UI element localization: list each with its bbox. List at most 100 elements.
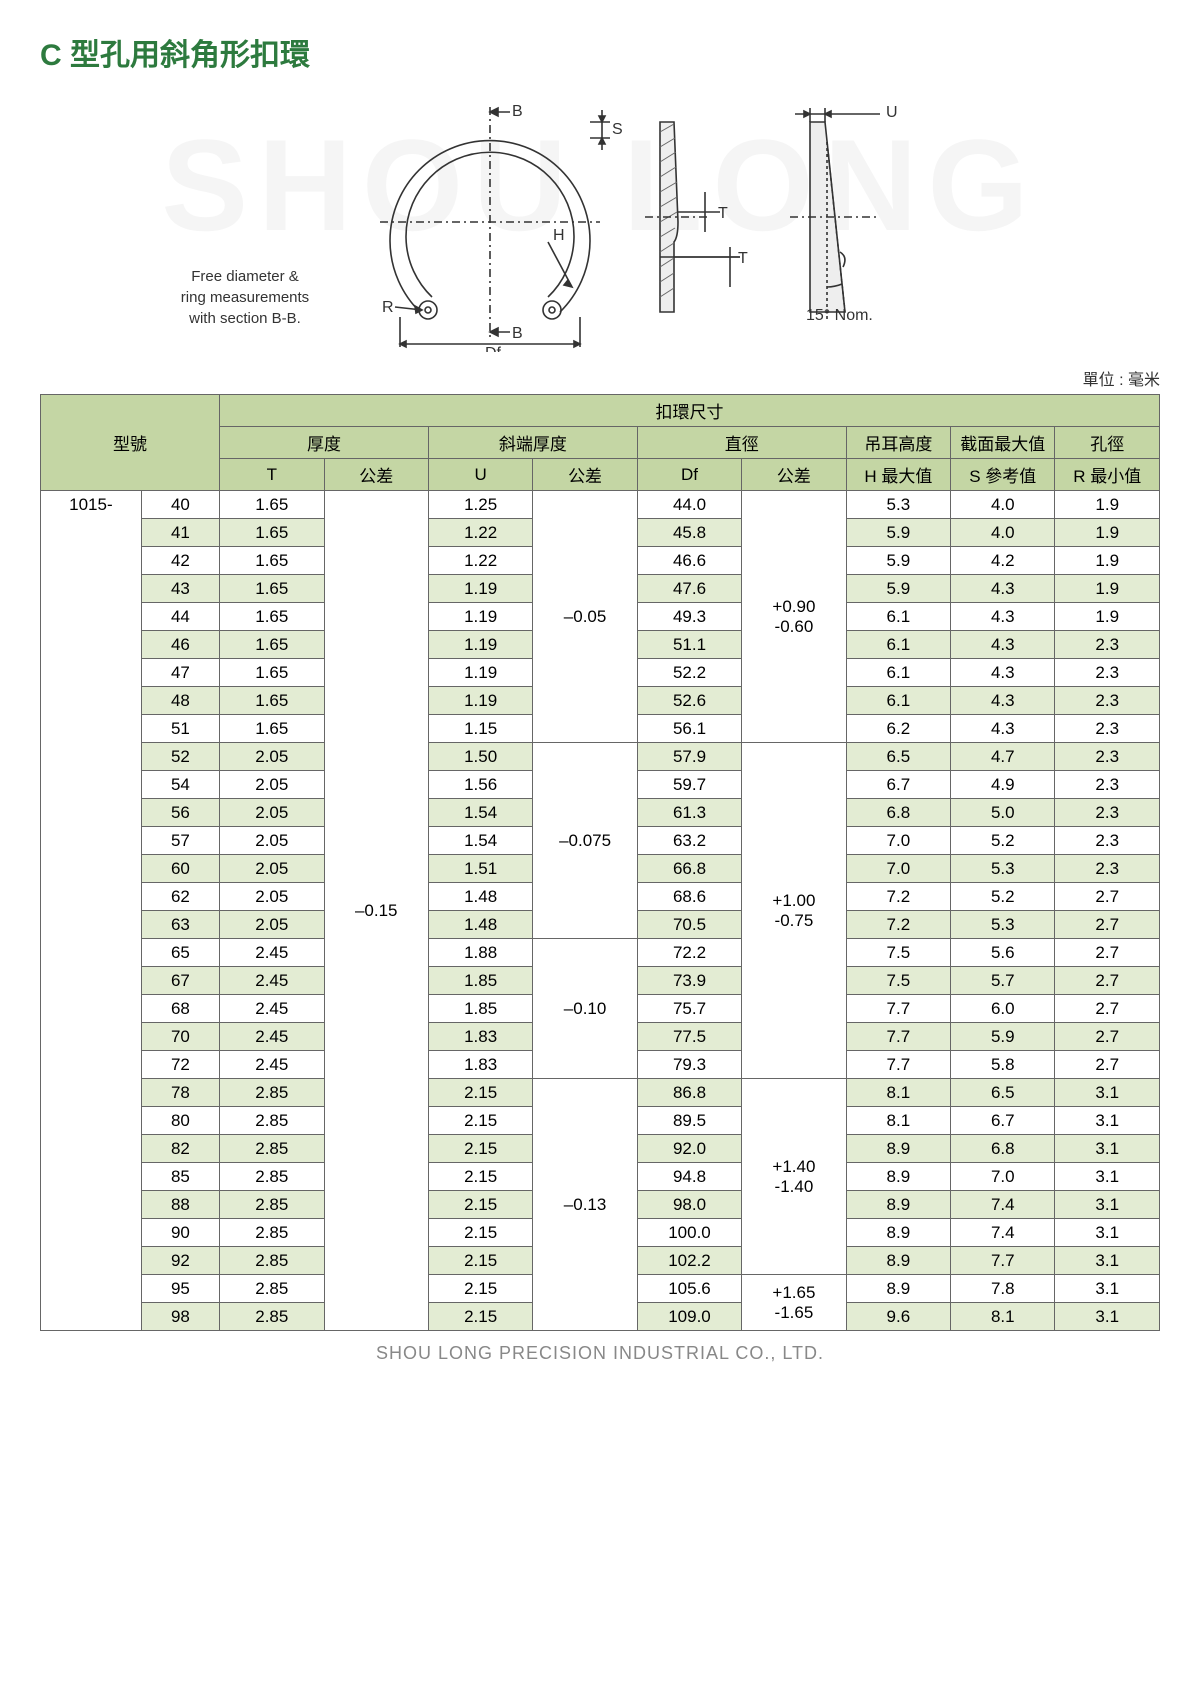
cell-U: 1.50 [428,743,532,771]
cell-T: 2.85 [220,1135,324,1163]
cell-n: 51 [141,715,219,743]
cell-U: 2.15 [428,1303,532,1331]
cell-T: 2.85 [220,1247,324,1275]
cell-R: 3.1 [1055,1191,1160,1219]
label-T2: T [738,250,748,267]
cell-T: 1.65 [220,631,324,659]
cell-H: 6.1 [846,631,950,659]
cell-n: 67 [141,967,219,995]
cell-R: 2.3 [1055,687,1160,715]
cell-H: 8.9 [846,1219,950,1247]
cell-H: 7.7 [846,1051,950,1079]
cell-Df: 75.7 [637,995,741,1023]
tol-Df: +1.00-0.75 [742,743,846,1079]
cell-T: 2.85 [220,1163,324,1191]
ring-diagram-icon: B B S H R Df T T U 15° Nom. [340,92,920,352]
cell-H: 7.2 [846,911,950,939]
table-row: 522.051.50–0.07557.9+1.00-0.756.54.72.3 [41,743,1160,771]
cell-S: 7.7 [951,1247,1055,1275]
cell-Df: 45.8 [637,519,741,547]
th-Hmax: H 最大值 [846,459,950,491]
cell-H: 6.1 [846,659,950,687]
cell-Df: 98.0 [637,1191,741,1219]
cell-H: 7.2 [846,883,950,911]
cell-T: 2.85 [220,1191,324,1219]
cell-R: 2.3 [1055,743,1160,771]
cell-S: 5.0 [951,799,1055,827]
cell-H: 8.9 [846,1191,950,1219]
tol-Df: +1.65-1.65 [742,1275,846,1331]
cell-Df: 94.8 [637,1163,741,1191]
cell-Df: 44.0 [637,491,741,519]
cell-U: 2.15 [428,1191,532,1219]
cell-H: 7.5 [846,967,950,995]
cell-Df: 52.6 [637,687,741,715]
cell-R: 1.9 [1055,603,1160,631]
label-B2: B [512,325,523,342]
cell-S: 8.1 [951,1303,1055,1331]
cell-T: 2.05 [220,799,324,827]
cell-H: 5.3 [846,491,950,519]
caption-line: with section B-B. [189,310,301,327]
th-thickness: 厚度 [220,427,429,459]
cell-U: 1.22 [428,519,532,547]
cell-S: 4.3 [951,715,1055,743]
cell-n: 90 [141,1219,219,1247]
spec-table: 型號 扣環尺寸 厚度 斜端厚度 直徑 吊耳高度 截面最大值 孔徑 T 公差 U … [40,394,1160,1331]
cell-T: 2.45 [220,1051,324,1079]
cell-T: 1.65 [220,659,324,687]
cell-U: 1.85 [428,995,532,1023]
cell-n: 72 [141,1051,219,1079]
cell-H: 8.9 [846,1247,950,1275]
th-Sref: S 參考值 [951,459,1055,491]
cell-T: 2.05 [220,771,324,799]
cell-Df: 72.2 [637,939,741,967]
cell-H: 7.5 [846,939,950,967]
cell-Df: 73.9 [637,967,741,995]
cell-T: 2.05 [220,855,324,883]
cell-Df: 86.8 [637,1079,741,1107]
cell-n: 65 [141,939,219,967]
cell-n: 47 [141,659,219,687]
th-Df: Df [637,459,741,491]
cell-T: 1.65 [220,575,324,603]
cell-R: 2.3 [1055,715,1160,743]
cell-R: 2.3 [1055,827,1160,855]
cell-U: 2.15 [428,1247,532,1275]
cell-U: 1.19 [428,687,532,715]
cell-S: 4.7 [951,743,1055,771]
cell-R: 1.9 [1055,575,1160,603]
table-row: 1015-401.65–0.151.25–0.0544.0+0.90-0.605… [41,491,1160,519]
cell-S: 7.8 [951,1275,1055,1303]
cell-S: 7.4 [951,1219,1055,1247]
caption-line: ring measurements [181,289,309,306]
cell-H: 8.1 [846,1079,950,1107]
cell-T: 2.45 [220,939,324,967]
cell-S: 4.3 [951,575,1055,603]
cell-Df: 66.8 [637,855,741,883]
cell-S: 4.2 [951,547,1055,575]
cell-U: 1.56 [428,771,532,799]
tol-U: –0.10 [533,939,637,1079]
cell-U: 1.22 [428,547,532,575]
cell-U: 1.48 [428,883,532,911]
cell-H: 6.2 [846,715,950,743]
cell-U: 1.51 [428,855,532,883]
tol-Df: +0.90-0.60 [742,491,846,743]
cell-n: 82 [141,1135,219,1163]
cell-S: 4.9 [951,771,1055,799]
cell-n: 42 [141,547,219,575]
cell-R: 2.7 [1055,995,1160,1023]
cell-T: 2.05 [220,883,324,911]
cell-R: 2.7 [1055,1051,1160,1079]
cell-Df: 68.6 [637,883,741,911]
cell-U: 2.15 [428,1107,532,1135]
cell-S: 5.2 [951,883,1055,911]
cell-Df: 49.3 [637,603,741,631]
cell-R: 1.9 [1055,547,1160,575]
cell-T: 2.45 [220,967,324,995]
cell-S: 4.3 [951,659,1055,687]
tol-U: –0.13 [533,1079,637,1331]
tol-U: –0.075 [533,743,637,939]
th-U: U [428,459,532,491]
